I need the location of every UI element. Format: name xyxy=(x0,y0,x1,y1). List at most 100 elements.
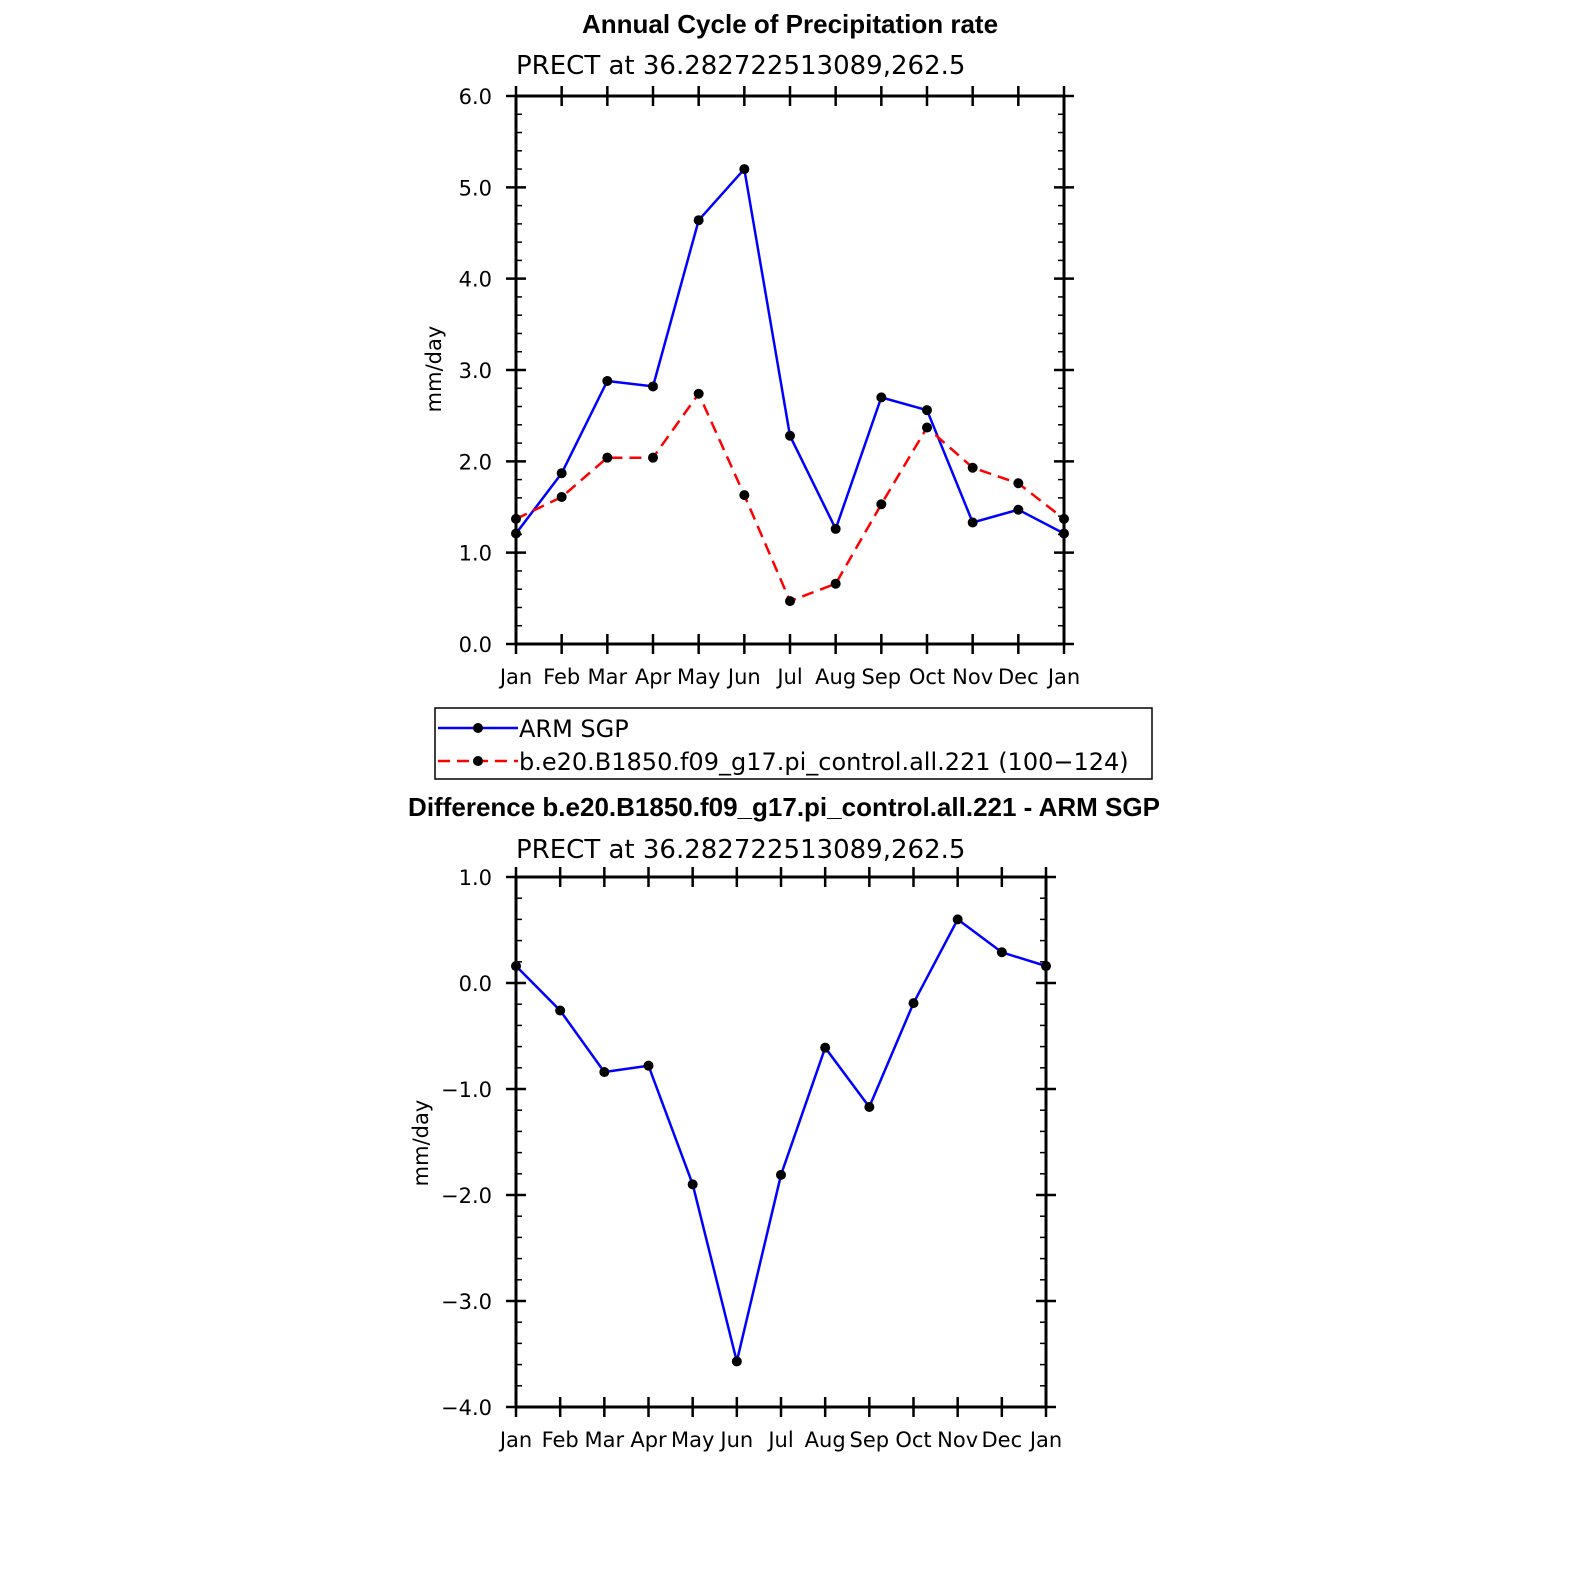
y-tick-label: 4.0 xyxy=(459,268,492,292)
series-line-0 xyxy=(515,917,1047,1362)
y-axis-label: mm/day xyxy=(422,326,446,413)
data-point xyxy=(648,452,658,463)
x-tick-label: May xyxy=(677,665,720,689)
legend-entry-model: b.e20.B1850.f09_g17.pi_control.all.221 (… xyxy=(438,748,1129,776)
x-tick-label: Oct xyxy=(909,665,945,689)
data-point xyxy=(952,914,963,925)
y-tick-label: −2.0 xyxy=(441,1184,492,1208)
y-tick-label: 0.0 xyxy=(459,972,492,996)
x-tick-label: Aug xyxy=(815,665,856,689)
data-point xyxy=(731,1356,742,1367)
legend-marker-model xyxy=(473,756,483,766)
data-point xyxy=(602,452,613,463)
x-tick-label: Mar xyxy=(588,665,628,689)
x-tick-label: Apr xyxy=(635,665,672,689)
x-tick-label: May xyxy=(671,1428,714,1452)
annual-cycle-panel: Annual Cycle of Precipitation rate PRECT… xyxy=(422,9,1153,780)
y-tick-label: −3.0 xyxy=(441,1290,492,1314)
y-tick-label: 6.0 xyxy=(459,85,492,109)
data-point xyxy=(555,1005,566,1016)
data-point xyxy=(602,375,613,386)
axes-frame: 0.0 1.0 2.0 3.0 4.0 5.0 6.0 Jan Feb Mar Apr May Jun J… xyxy=(459,85,1081,689)
x-tick-label: Jan xyxy=(498,665,532,689)
data-point xyxy=(864,1102,875,1113)
data-point xyxy=(876,499,887,510)
x-tick-label: Jan xyxy=(498,1428,532,1452)
y-tick-label: 2.0 xyxy=(459,450,492,474)
x-tick-label: Sep xyxy=(862,665,902,689)
series-layer xyxy=(511,914,1051,1367)
x-tick-label: Jun xyxy=(718,1428,753,1452)
chart-subtitle: PRECT at 36.282722513089,262.5 xyxy=(516,835,965,865)
data-point xyxy=(922,405,932,416)
data-point xyxy=(830,523,841,534)
data-point xyxy=(830,578,841,589)
legend-marker-arm-sgp xyxy=(473,723,483,733)
data-point xyxy=(1059,528,1069,539)
plot-frame xyxy=(514,94,1066,646)
y-tick-label: 1.0 xyxy=(459,866,492,890)
data-point xyxy=(996,947,1007,958)
data-point xyxy=(556,491,567,502)
data-point xyxy=(785,430,795,441)
data-point xyxy=(922,422,932,433)
data-point xyxy=(908,998,919,1009)
y-tick-label: 5.0 xyxy=(459,176,492,200)
data-point xyxy=(967,462,978,473)
data-point xyxy=(820,1042,831,1053)
y-tick-label: 0.0 xyxy=(459,633,492,657)
y-tick-label: 1.0 xyxy=(459,542,492,566)
data-point xyxy=(776,1169,786,1180)
legend-label-arm-sgp: ARM SGP xyxy=(519,715,629,743)
y-tick-label: 3.0 xyxy=(459,359,492,383)
x-tick-label: Sep xyxy=(850,1428,890,1452)
x-tick-label: Feb xyxy=(542,1428,579,1452)
series-layer xyxy=(511,164,1069,607)
legend-label-model: b.e20.B1850.f09_g17.pi_control.all.221 (… xyxy=(519,748,1129,776)
legend-entry-arm-sgp: ARM SGP xyxy=(438,715,629,743)
x-tick-label: Jun xyxy=(726,665,761,689)
x-tick-label: Dec xyxy=(998,665,1039,689)
series-line-1 xyxy=(515,391,1065,603)
data-point xyxy=(511,961,521,972)
data-point xyxy=(876,392,887,403)
x-tick-label: Jan xyxy=(1046,665,1080,689)
data-point xyxy=(785,596,795,607)
data-point xyxy=(599,1067,610,1078)
chart-title: Annual Cycle of Precipitation rate xyxy=(582,9,998,39)
y-axis-label: mm/day xyxy=(409,1100,433,1187)
chart-subtitle: PRECT at 36.282722513089,262.5 xyxy=(516,51,965,81)
data-point xyxy=(739,490,750,501)
data-point xyxy=(556,468,567,479)
data-point xyxy=(687,1179,698,1190)
data-point xyxy=(511,528,521,539)
x-tick-label: Oct xyxy=(895,1428,931,1452)
data-point xyxy=(643,1060,654,1071)
x-tick-label: Mar xyxy=(585,1428,625,1452)
series-line-0 xyxy=(515,166,1065,535)
x-tick-label: Aug xyxy=(805,1428,846,1452)
data-point xyxy=(511,513,521,524)
data-point xyxy=(693,215,704,226)
x-tick-label: Nov xyxy=(937,1428,978,1452)
x-tick-label: Apr xyxy=(630,1428,667,1452)
data-point xyxy=(648,381,658,392)
data-point xyxy=(739,164,750,175)
difference-panel: Difference b.e20.B1850.f09_g17.pi_contro… xyxy=(408,792,1160,1452)
x-tick-label: Jul xyxy=(766,1428,793,1452)
data-point xyxy=(1041,961,1051,972)
data-point xyxy=(967,517,978,528)
x-tick-label: Jan xyxy=(1028,1428,1062,1452)
x-tick-label: Feb xyxy=(543,665,580,689)
plot-frame xyxy=(514,875,1048,1409)
x-tick-label: Jul xyxy=(775,665,802,689)
axes-frame: −4.0 −3.0 −2.0 −1.0 0.0 1.0 Jan Feb Mar Apr May Jun… xyxy=(441,866,1062,1452)
y-tick-label: −4.0 xyxy=(441,1396,492,1420)
legend: ARM SGP b.e20.B1850.f09_g17.pi_control.a… xyxy=(434,707,1153,780)
data-point xyxy=(1059,513,1069,524)
x-tick-label: Dec xyxy=(982,1428,1023,1452)
data-point xyxy=(1013,478,1024,489)
data-point xyxy=(1013,504,1024,515)
legend-box xyxy=(434,707,1153,780)
